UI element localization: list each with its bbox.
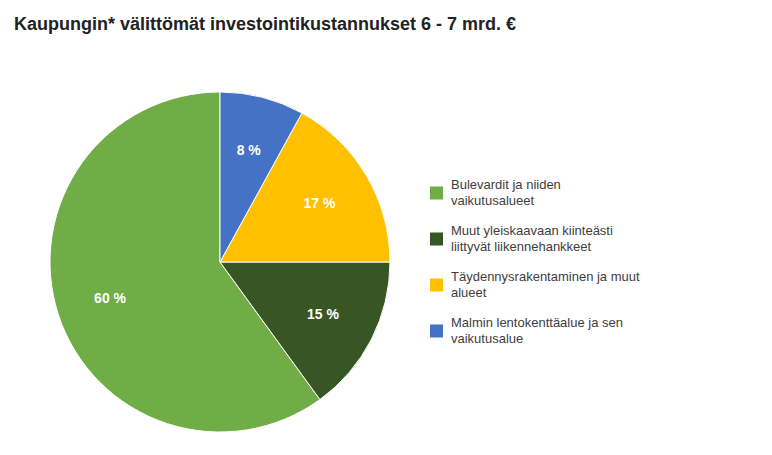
legend-swatch — [430, 325, 443, 338]
legend-label-line: Bulevardit ja niiden — [451, 177, 561, 192]
legend: Bulevardit ja niidenvaikutusalueet Muut y… — [430, 177, 640, 346]
legend-label-line: Malmin lentokenttäalue ja sen — [451, 315, 623, 330]
slice — [220, 92, 302, 262]
legend-label-line: vaikutusalueet — [451, 193, 534, 208]
legend-label-line: Täydennysrakentaminen ja muut — [451, 269, 640, 284]
legend-label: Malmin lentokenttäalue ja senvaikutusalu… — [451, 315, 623, 346]
slice — [220, 262, 390, 400]
legend-label-line: Muut yleiskaavaan kiinteästi — [451, 223, 613, 238]
legend-label: Bulevardit ja niidenvaikutusalueet — [451, 177, 561, 208]
legend-label-line: alueet — [451, 285, 487, 300]
legend-label: Muut yleiskaavaan kiinteästiliittyvät li… — [451, 223, 613, 254]
data-label: 60 % — [94, 290, 126, 306]
data-labels: 60 % 15 % 17 % 8 % — [94, 142, 339, 322]
legend-swatch — [430, 187, 443, 200]
data-label: 15 % — [307, 306, 339, 322]
legend-label: Täydennysrakentaminen ja muutalueet — [451, 269, 640, 300]
data-label: 8 % — [237, 142, 262, 158]
data-label: 17 % — [304, 195, 336, 211]
legend-item: Bulevardit ja niidenvaikutusalueet — [430, 177, 561, 208]
legend-label-line: liittyvät liikennehankkeet — [451, 239, 592, 254]
legend-swatch — [430, 279, 443, 292]
legend-label-line: vaikutusalue — [451, 331, 523, 346]
pie — [50, 92, 390, 432]
legend-item: Muut yleiskaavaan kiinteästiliittyvät li… — [430, 223, 613, 254]
legend-swatch — [430, 233, 443, 246]
title: Kaupungin* välittömät investointikustann… — [14, 14, 516, 34]
chart: Kaupungin* välittömät investointikustann… — [0, 0, 772, 455]
legend-item: Täydennysrakentaminen ja muutalueet — [430, 269, 640, 300]
legend-item: Malmin lentokenttäalue ja senvaikutusalu… — [430, 315, 623, 346]
